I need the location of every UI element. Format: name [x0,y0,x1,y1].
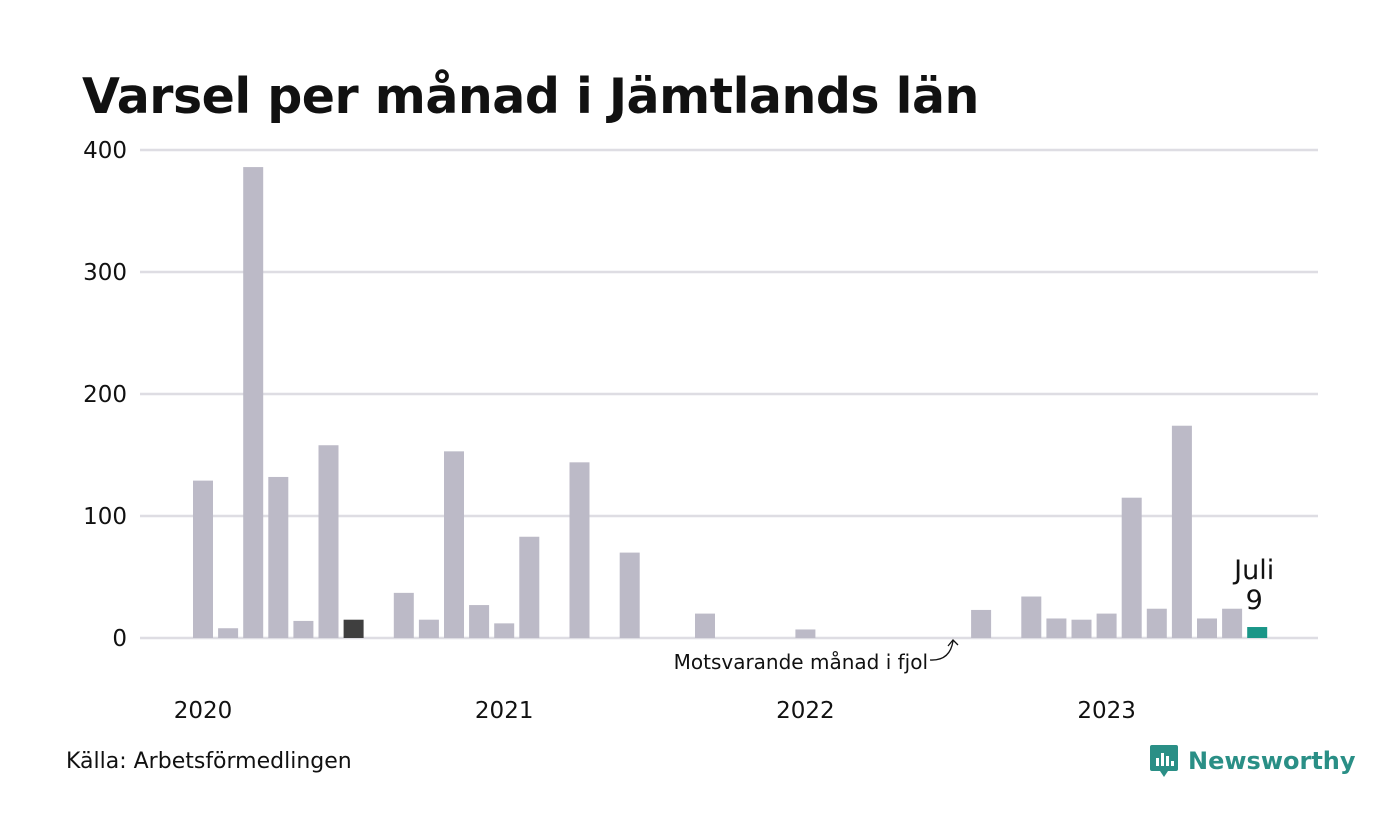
bar [1197,618,1217,638]
highlight-value: 9 [1246,585,1263,616]
y-axis-labels: 0 100 200 300 400 [83,138,127,652]
bar [293,620,314,638]
bar [1171,425,1192,638]
source-note: Källa: Arbetsförmedlingen [66,749,352,774]
brand-logo[interactable]: Newsworthy [1149,744,1356,778]
bar [393,592,414,638]
annotation-arrowhead [947,639,959,647]
bar [1247,627,1268,638]
bar [268,476,289,638]
x-year-label: 2022 [776,698,835,724]
bar [343,619,364,638]
annotation-arrow [929,640,954,661]
bar [243,167,264,638]
y-tick-label: 300 [83,260,127,286]
y-tick-label: 100 [83,504,127,530]
bars [193,167,1268,638]
bar [1146,608,1167,638]
newsworthy-logo-icon [1150,745,1178,777]
bar [1222,608,1243,638]
y-tick-label: 400 [83,138,127,164]
bar [1071,619,1092,638]
y-tick-label: 200 [83,382,127,408]
bar [519,536,540,638]
bar [494,623,515,638]
bar [318,445,339,638]
bar [218,628,239,638]
bar [1096,613,1117,638]
annotation: Motsvarande månad i fjol [674,639,959,674]
x-year-label: 2021 [475,698,534,724]
chart-title: Varsel per månad i Jämtlands län [82,68,979,125]
x-year-label: 2020 [174,698,233,724]
x-year-label: 2023 [1077,698,1136,724]
bar [193,480,213,638]
highlight-month: Juli [1232,555,1274,586]
bar [1021,596,1042,638]
bar [1046,618,1067,638]
bar [795,629,816,638]
annotation-text: Motsvarande månad i fjol [674,650,928,674]
year-labels: 2020 2021 2022 2023 [174,698,1136,724]
bar [469,605,490,638]
brand-name: Newsworthy [1188,747,1356,775]
bar [444,451,464,638]
y-tick-label: 0 [112,626,127,652]
bar [695,613,715,638]
bar [1121,497,1142,638]
bar [569,462,590,638]
bar [418,619,439,638]
bar [619,552,640,638]
bar [971,609,992,638]
highlight-label: Juli 9 [1232,555,1274,616]
